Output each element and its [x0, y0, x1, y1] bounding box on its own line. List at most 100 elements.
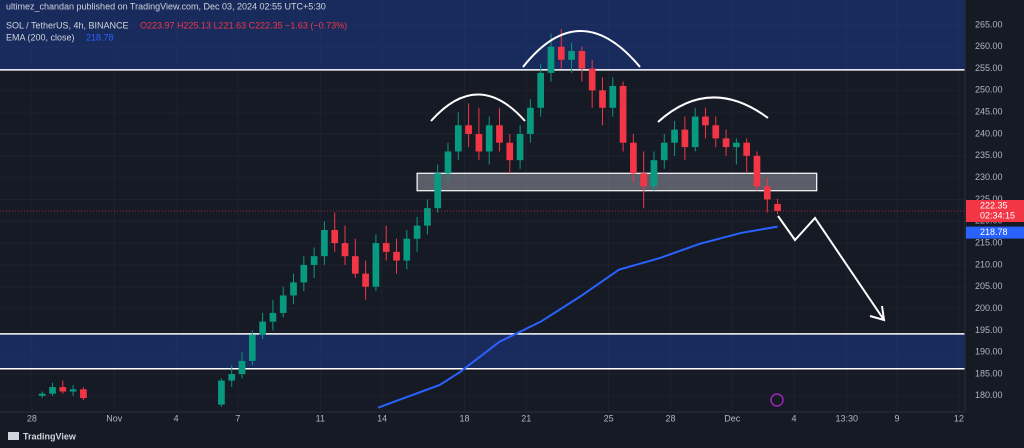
- y-tick-label: 195.00: [975, 325, 1003, 335]
- head: [522, 30, 641, 68]
- x-tick-label: Nov: [106, 413, 123, 423]
- y-tick-label: 205.00: [975, 281, 1003, 291]
- candle-body: [59, 387, 67, 392]
- candle-body: [362, 273, 369, 287]
- ema-price-label: 218.78: [980, 227, 1008, 237]
- last-price-label: 222.35: [980, 200, 1008, 210]
- last-price-tag: [966, 200, 1024, 223]
- x-tick-label: Dec: [724, 413, 741, 423]
- x-tick-label: 13:30: [836, 413, 859, 423]
- candle-body: [434, 173, 442, 209]
- candle-body: [774, 203, 781, 212]
- candle-body: [702, 116, 709, 126]
- candle-body: [660, 142, 668, 161]
- candle-body: [331, 230, 339, 244]
- candle-body: [743, 142, 751, 156]
- candle-body: [310, 256, 318, 265]
- y-tick-label: 200.00: [975, 303, 1003, 313]
- arrow-head: [869, 305, 886, 322]
- x-tick-label: 18: [459, 413, 469, 423]
- candle-body: [733, 142, 740, 148]
- x-tick-label: 4: [792, 413, 797, 423]
- left-shoulder: [430, 93, 526, 122]
- candle-body: [69, 389, 77, 392]
- candle-body: [382, 243, 390, 252]
- x-tick-label: 7: [235, 413, 240, 423]
- candle-body: [413, 225, 421, 239]
- event-icon[interactable]: [770, 393, 784, 407]
- x-tick-label: 4: [174, 413, 179, 423]
- candle-body: [444, 151, 452, 174]
- candle-body: [630, 142, 637, 174]
- candle-body: [454, 125, 462, 152]
- candle-body: [527, 107, 534, 134]
- candle-body: [712, 125, 720, 139]
- candle-body: [290, 282, 297, 296]
- candle-body: [49, 387, 56, 394]
- candle-body: [465, 125, 472, 134]
- candle-body: [506, 142, 514, 161]
- y-tick-label: 190.00: [975, 347, 1003, 357]
- candle-body: [403, 238, 411, 261]
- candle-body: [372, 243, 380, 287]
- x-tick-label: 21: [521, 413, 531, 423]
- axes: 180.00 185.00 190.00 195.00 200.00 205.00 210.…: [27, 19, 1024, 423]
- brand: TradingView: [8, 431, 77, 441]
- y-tick-label: 180.00: [975, 390, 1003, 400]
- zones: [0, 0, 965, 370]
- candles: [38, 29, 781, 407]
- candle-body: [424, 208, 431, 226]
- x-tick-label: 25: [604, 413, 614, 423]
- y-tick-label: 210.00: [975, 259, 1003, 269]
- candle-body: [547, 46, 555, 73]
- overlay: [0, 210, 965, 409]
- candle-body: [599, 90, 606, 108]
- zone: [0, 333, 965, 369]
- countdown-label: 02:34:15: [980, 210, 1015, 220]
- candle-body: [681, 129, 689, 148]
- x-tick-label: 9: [895, 413, 900, 423]
- candle-body: [38, 393, 46, 396]
- candle-body: [485, 125, 493, 152]
- ema-tag: [966, 226, 1024, 239]
- x-tick-label: 14: [377, 413, 387, 423]
- candle-body: [691, 116, 699, 148]
- ema-legend-value: 218.78: [86, 32, 114, 42]
- x-tick-label: 28: [27, 413, 37, 423]
- candle-body: [619, 85, 627, 143]
- y-tick-label: 185.00: [975, 368, 1003, 378]
- candle-body: [557, 46, 565, 60]
- publisher: ultimez_chandan published on TradingView…: [6, 1, 326, 11]
- candle-body: [300, 264, 308, 283]
- candle-body: [537, 72, 545, 108]
- candle-body: [609, 85, 617, 108]
- candle-body: [578, 51, 586, 69]
- y-tick-label: 245.00: [975, 107, 1003, 117]
- y-tick-label: 235.00: [975, 150, 1003, 160]
- candle-body: [650, 160, 658, 187]
- candle-body: [228, 374, 236, 381]
- y-tick-label: 225.00: [975, 194, 1003, 204]
- y-tick-label: 230.00: [975, 172, 1003, 182]
- y-tick-label: 255.00: [975, 63, 1003, 73]
- candle-body: [218, 380, 225, 405]
- zone: [0, 0, 965, 70]
- candle-body: [496, 125, 503, 143]
- candle-body: [269, 312, 277, 322]
- y-tick-label: 240.00: [975, 128, 1003, 138]
- candle-body: [753, 155, 761, 187]
- y-tick-label: 215.00: [975, 237, 1003, 247]
- projection-arrow: [777, 215, 885, 321]
- candle-body: [279, 295, 287, 313]
- candle-body: [588, 68, 596, 91]
- candle-body: [321, 230, 328, 257]
- candle-body: [568, 51, 575, 60]
- x-tick-label: 11: [316, 413, 325, 423]
- y-tick-label: 250.00: [975, 85, 1003, 95]
- ohlc: O223.97 H225.13 L221.63 C222.35 −1.63 (−…: [140, 20, 347, 30]
- candle-body: [640, 173, 648, 187]
- ema-line: [377, 225, 778, 409]
